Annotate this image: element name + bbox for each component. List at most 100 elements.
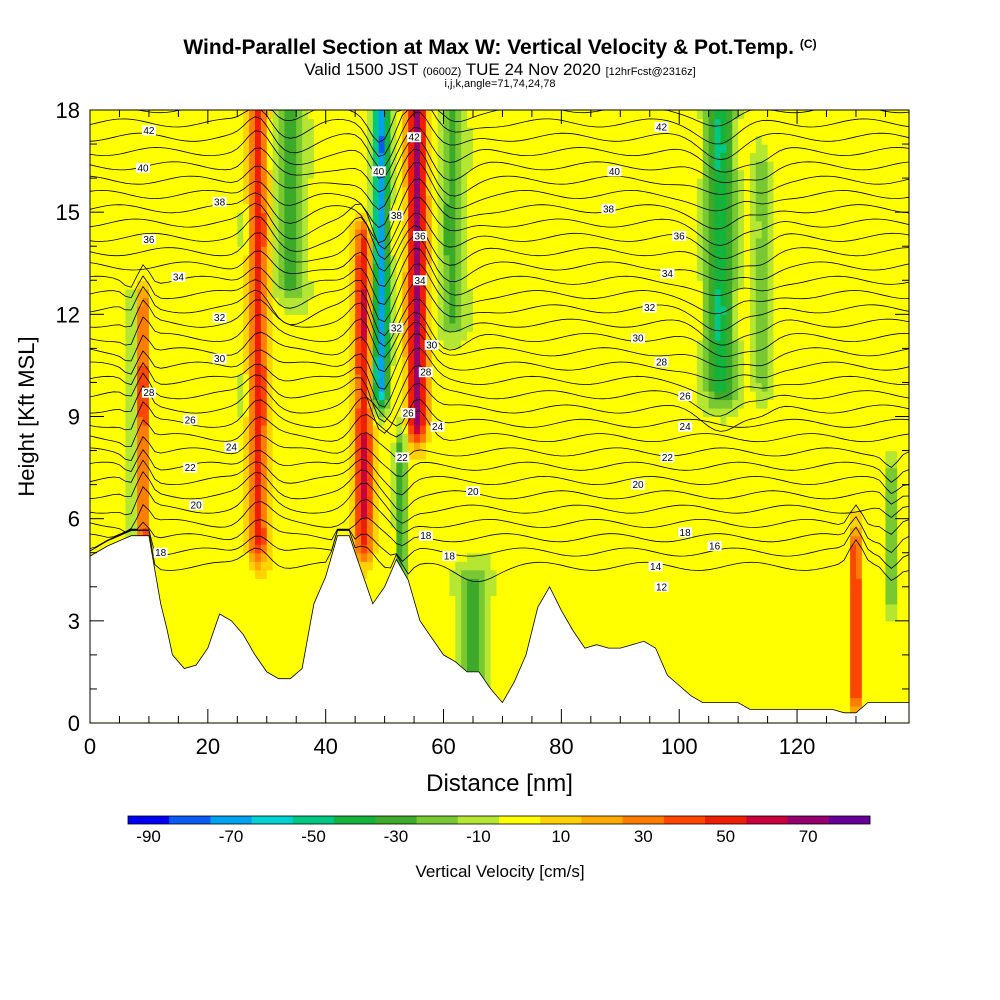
velocity-cell xyxy=(484,552,492,707)
x-tick-label: 40 xyxy=(313,734,337,759)
velocity-cell xyxy=(254,110,262,545)
theta-label-bg xyxy=(654,357,669,367)
velocity-cell xyxy=(361,518,368,545)
velocity-cell xyxy=(891,110,898,452)
velocity-cell xyxy=(419,425,427,435)
velocity-cell xyxy=(390,365,397,443)
velocity-cell xyxy=(443,348,451,724)
velocity-cell xyxy=(496,110,504,724)
colorbar-tick-label: -30 xyxy=(383,827,409,846)
velocity-cell xyxy=(278,305,286,724)
velocity-cell xyxy=(526,110,533,724)
theta-label-bg xyxy=(395,452,410,463)
velocity-cell xyxy=(885,450,892,469)
colorbar-segment xyxy=(292,816,335,824)
velocity-cell xyxy=(378,135,386,154)
velocity-cell xyxy=(119,110,126,724)
colorbar-tick-label: -70 xyxy=(218,827,244,846)
velocity-cell xyxy=(249,569,256,724)
velocity-cell xyxy=(201,110,209,724)
velocity-cell xyxy=(679,110,686,724)
velocity-cell xyxy=(372,382,380,401)
velocity-cell xyxy=(225,110,233,724)
velocity-cell xyxy=(331,110,339,724)
theta-label: 16 xyxy=(709,541,721,552)
colorbar-frame xyxy=(127,815,871,825)
theta-label: 36 xyxy=(674,232,686,243)
velocity-cell xyxy=(455,331,462,349)
colorbar-segment xyxy=(540,816,582,824)
velocity-cell xyxy=(802,110,810,724)
theta-label: 22 xyxy=(185,463,197,474)
y-tick-label: 15 xyxy=(56,200,80,225)
theta-label-bg xyxy=(212,312,227,323)
theta-label-bg xyxy=(660,452,675,463)
velocity-cell xyxy=(284,297,291,315)
velocity-cell xyxy=(850,510,857,528)
velocity-cell xyxy=(626,110,633,724)
velocity-cell xyxy=(520,110,527,724)
velocity-cell xyxy=(855,510,863,528)
velocity-cell xyxy=(838,110,845,724)
velocity-cell xyxy=(573,110,580,724)
theta-label: 18 xyxy=(680,528,692,539)
velocity-cell xyxy=(437,339,445,724)
velocity-cell xyxy=(254,569,262,579)
velocity-cell xyxy=(478,110,486,554)
velocity-cell xyxy=(732,416,739,724)
velocity-cell xyxy=(384,399,392,409)
velocity-cell xyxy=(296,314,303,724)
theta-label-bg xyxy=(601,203,616,214)
velocity-cell xyxy=(396,110,403,418)
velocity-cell xyxy=(714,416,722,724)
velocity-cell xyxy=(472,569,480,579)
velocity-cell xyxy=(237,416,244,724)
velocity-cell xyxy=(419,459,427,724)
theta-label-bg xyxy=(153,547,168,558)
velocity-cell xyxy=(325,110,333,724)
theta-label: 34 xyxy=(173,272,185,283)
y-tick-label: 3 xyxy=(68,609,80,634)
velocity-cell xyxy=(372,416,380,426)
velocity-cell xyxy=(308,178,315,281)
velocity-cell xyxy=(160,110,168,724)
theta-label: 18 xyxy=(155,548,167,559)
theta-label-bg xyxy=(654,581,669,592)
theta-label-bg xyxy=(418,367,433,378)
theta-label: 40 xyxy=(373,167,385,178)
colorbar-segment xyxy=(663,816,706,824)
theta-label: 38 xyxy=(391,211,403,222)
velocity-cell xyxy=(861,110,869,724)
theta-label: 28 xyxy=(143,388,155,399)
colorbar-segment xyxy=(787,816,830,824)
velocity-cell xyxy=(378,390,386,401)
velocity-cell xyxy=(891,620,898,724)
velocity-cell xyxy=(461,110,468,341)
colorbar-segment xyxy=(210,816,253,824)
theta-label-bg xyxy=(212,196,227,207)
velocity-cell xyxy=(425,348,433,426)
velocity-cell xyxy=(855,110,863,511)
theta-label: 20 xyxy=(632,480,644,491)
x-tick-label: 0 xyxy=(84,734,96,759)
velocity-cell xyxy=(361,339,368,435)
velocity-cell xyxy=(702,390,710,418)
velocity-cell xyxy=(243,552,250,724)
theta-contour-line xyxy=(89,263,910,323)
velocity-cell xyxy=(584,110,592,724)
theta-label-bg xyxy=(183,414,198,425)
velocity-cell xyxy=(755,135,763,162)
velocity-cell xyxy=(414,110,421,426)
velocity-cell xyxy=(355,110,362,213)
velocity-cell xyxy=(113,110,121,724)
x-tick-label: 20 xyxy=(196,734,220,759)
theta-label: 32 xyxy=(644,303,656,314)
velocity-cell xyxy=(720,407,727,426)
velocity-cell xyxy=(402,271,409,358)
velocity-cell xyxy=(425,263,433,349)
theta-contour-line xyxy=(89,530,910,583)
velocity-cell xyxy=(390,442,397,528)
theta-label-bg xyxy=(607,166,622,177)
velocity-cell xyxy=(319,110,327,724)
velocity-cell xyxy=(266,569,274,724)
